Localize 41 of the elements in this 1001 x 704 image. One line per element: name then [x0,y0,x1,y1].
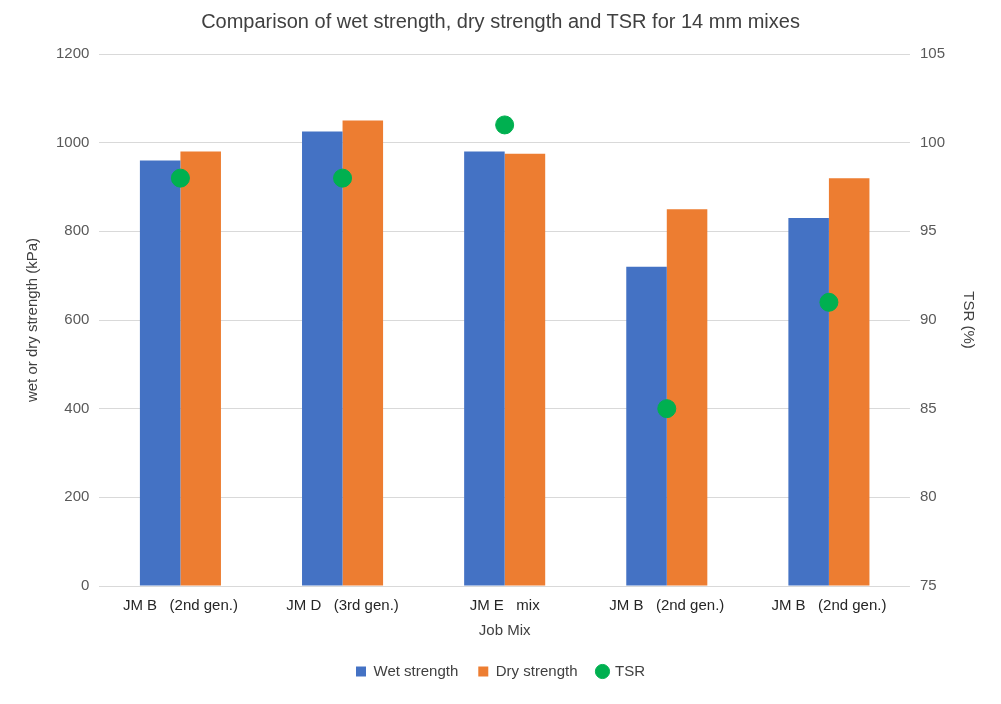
legend-label: Dry strength [495,661,578,679]
y2-tick-label: 100 [919,132,945,150]
x-tick-label: JM E mix [469,596,541,614]
x-tick-label: JM B (2nd gen.) [771,596,887,614]
y-tick-label: 1200 [55,44,90,62]
y2-tick-label: 80 [919,487,937,505]
y2-tick-label: 90 [919,310,937,328]
bar [626,266,667,586]
bar [302,131,343,586]
y-axis-title: wet or dry strength (kPa) [23,237,41,404]
bar [666,209,708,586]
y-tick-label: 600 [64,310,90,328]
y-tick-label: 800 [64,221,90,239]
y2-tick-label: 85 [919,398,937,416]
chart-title: Comparison of wet strength, dry strength and TSR for 14 mm mixes [201,9,800,32]
point [170,168,190,188]
point [657,399,677,419]
y-tick-label: 0 [81,576,90,594]
x-tick-label: JM B (2nd gen.) [122,596,238,614]
legend-label: Wet strength [373,661,459,679]
x-tick-label: JM B (2nd gen.) [609,596,725,614]
x-axis-title: Job Mix [478,621,532,639]
bar [180,151,221,586]
y-tick-label: 1000 [55,132,90,150]
y2-tick-label: 105 [919,44,945,62]
bar [342,120,384,586]
y2-tick-label: 95 [919,221,937,239]
bar [504,153,546,586]
point [333,168,353,188]
legend-label: TSR [614,661,646,679]
bar [828,178,870,586]
x-tick-label: JM D (3rd gen.) [286,596,399,614]
point [495,115,515,135]
y2-axis-title: TSR (%) [960,291,978,349]
bar [788,218,829,586]
y-tick-label: 200 [64,487,90,505]
bar [139,160,181,586]
point [819,292,839,312]
bar [464,151,505,586]
y-tick-label: 400 [64,398,90,416]
y2-tick-label: 75 [919,576,937,594]
